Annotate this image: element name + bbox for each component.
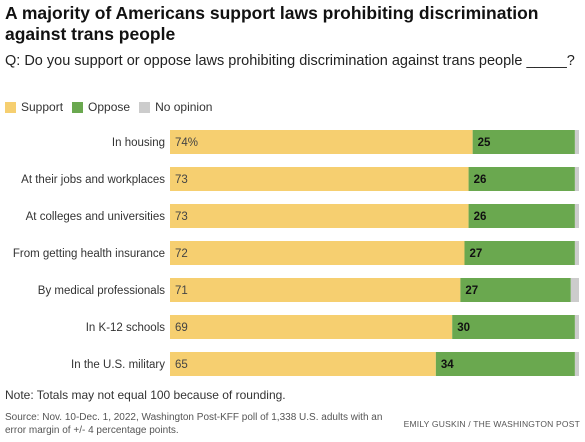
bar-no-opinion	[575, 241, 579, 265]
data-label-oppose: 26	[474, 174, 487, 186]
bar-no-opinion	[575, 204, 579, 228]
chart-question: Q: Do you support or oppose laws prohibi…	[5, 52, 580, 70]
data-label-oppose: 25	[478, 137, 491, 149]
category-label: At their jobs and workplaces	[21, 174, 165, 186]
data-label-support: 65	[175, 359, 188, 371]
bar-no-opinion	[571, 278, 579, 302]
bar-support	[170, 204, 469, 228]
data-label-support: 73	[175, 174, 188, 186]
legend-label-support: Support	[21, 100, 63, 114]
data-label-oppose: 27	[469, 248, 482, 260]
legend-swatch-oppose	[72, 102, 83, 113]
bar-support	[170, 167, 469, 191]
bar-support	[170, 278, 460, 302]
chart-credit: EMILY GUSKIN / THE WASHINGTON POST	[404, 419, 580, 429]
chart-source: Source: Nov. 10-Dec. 1, 2022, Washington…	[5, 411, 405, 437]
bar-oppose	[452, 315, 575, 339]
bar-support	[170, 315, 452, 339]
legend-swatch-no-opinion	[139, 102, 150, 113]
bar-no-opinion	[575, 130, 579, 154]
bar-no-opinion	[575, 167, 579, 191]
bar-support	[170, 241, 464, 265]
data-label-oppose: 34	[441, 359, 454, 371]
data-label-oppose: 26	[474, 211, 487, 223]
legend-item-oppose: Oppose	[72, 100, 130, 114]
stacked-bar-chart: In housing 74% 25 At their jobs and workpla…	[0, 122, 585, 380]
data-label-support: 69	[175, 322, 188, 334]
category-label: In K-12 schools	[86, 322, 166, 334]
bar-oppose	[436, 352, 575, 376]
legend-swatch-support	[5, 102, 16, 113]
chart-title: A majority of Americans support laws pro…	[5, 3, 580, 45]
category-label: In housing	[112, 137, 165, 149]
data-label-support: 74%	[175, 137, 198, 149]
legend-label-oppose: Oppose	[88, 100, 130, 114]
bar-support	[170, 130, 473, 154]
data-label-support: 73	[175, 211, 188, 223]
bar-no-opinion	[575, 352, 579, 376]
legend-item-no-opinion: No opinion	[139, 100, 212, 114]
category-label: From getting health insurance	[13, 248, 165, 260]
legend-label-no-opinion: No opinion	[155, 100, 212, 114]
data-label-support: 72	[175, 248, 188, 260]
chart-note: Note: Totals may not equal 100 because o…	[5, 388, 286, 402]
data-label-oppose: 30	[457, 322, 470, 334]
data-label-oppose: 27	[465, 285, 478, 297]
category-label: By medical professionals	[38, 285, 165, 297]
category-label: In the U.S. military	[71, 359, 165, 371]
legend-item-support: Support	[5, 100, 63, 114]
bar-support	[170, 352, 436, 376]
legend: Support Oppose No opinion	[5, 100, 221, 114]
bar-no-opinion	[575, 315, 579, 339]
data-label-support: 71	[175, 285, 188, 297]
category-label: At colleges and universities	[26, 211, 166, 223]
